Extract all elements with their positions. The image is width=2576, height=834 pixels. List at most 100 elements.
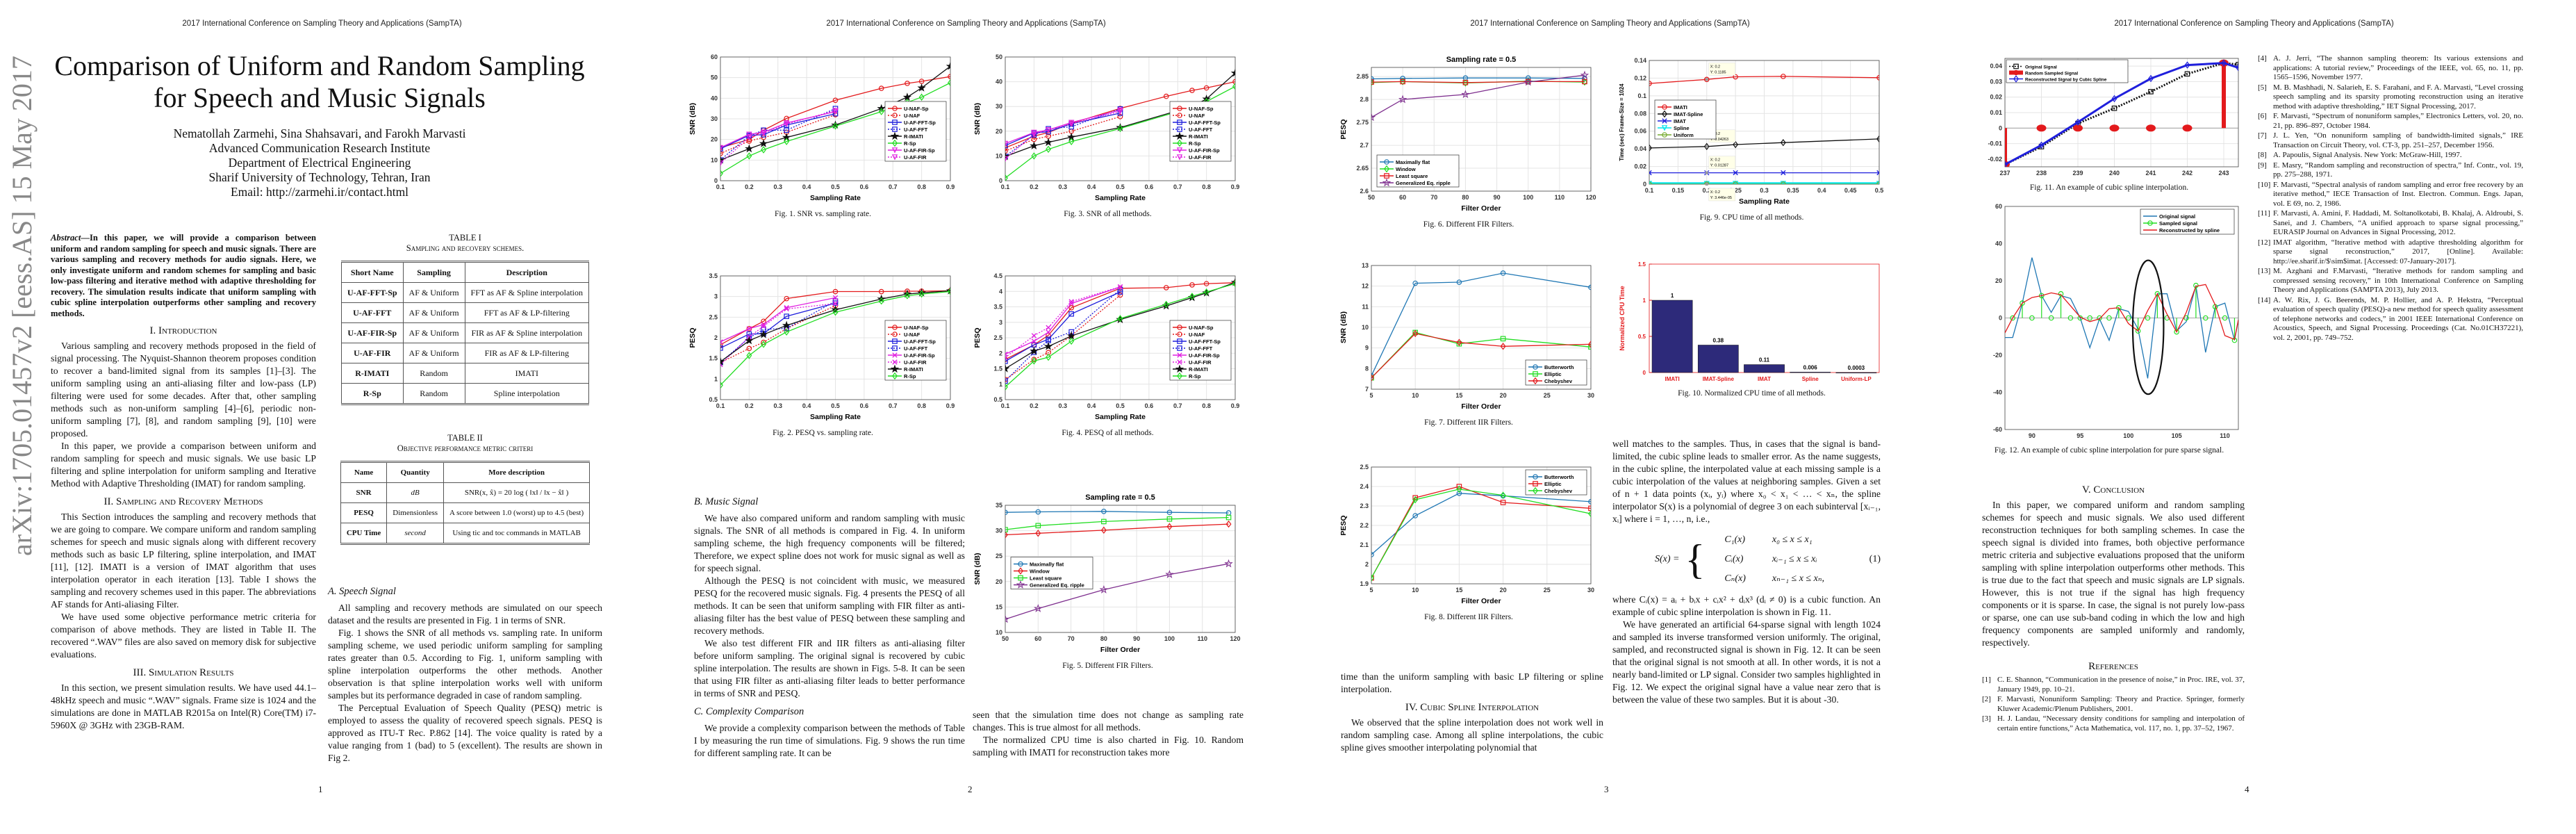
y-tick-label: 0.1 xyxy=(1637,92,1646,99)
x-category-label: IMATI xyxy=(1665,376,1680,382)
legend-item: IMATI xyxy=(1658,104,1687,111)
x-tick-label: 0.2 xyxy=(745,402,754,409)
legend-item: Uniform xyxy=(1658,132,1694,138)
series-elliptic xyxy=(1371,484,1591,581)
legend-marker xyxy=(1177,113,1182,118)
data-point-marker xyxy=(2038,141,2045,149)
stem-marker xyxy=(2036,124,2047,132)
x-tick-label: 100 xyxy=(2123,432,2133,439)
plot-frame xyxy=(1005,56,1236,181)
x-tick-label: 0.5 xyxy=(831,402,840,409)
legend-marker xyxy=(1177,345,1182,351)
running-head: 2017 International Conference on Samplin… xyxy=(1470,19,1750,28)
data-point-marker xyxy=(1456,484,1462,489)
y-tick-label: 10 xyxy=(711,156,718,163)
legend-item: IMAT-Spline xyxy=(1658,110,1703,118)
legend-marker xyxy=(1662,132,1667,138)
data-point-marker xyxy=(1371,574,1374,582)
x-tick-label: 0.9 xyxy=(946,402,955,409)
case-function: Cᵢ(x) xyxy=(1724,554,1744,564)
legend-label: U-AF-FIR xyxy=(904,154,927,161)
running-head: 2017 International Conference on Samplin… xyxy=(182,19,462,28)
page-1: 2017 International Conference on Samplin… xyxy=(0,0,644,834)
x-tick-label: 0.45 xyxy=(1844,187,1857,194)
plot-frame xyxy=(2004,58,2239,167)
reference-text: M. B. Mashhadi, N. Salarieh, E. S. Farah… xyxy=(2273,83,2523,111)
y-tick-label: 2 xyxy=(714,334,718,341)
series-line xyxy=(1371,332,1591,379)
data-point-marker xyxy=(746,326,752,332)
x-tick-label: 0.35 xyxy=(1787,187,1799,194)
equation-case: Cᵢ(x) xᵢ₋₁ ≤ x ≤ xᵢ xyxy=(1712,550,1837,569)
x-tick-label: 0.9 xyxy=(946,183,955,190)
legend-label: U-NAF xyxy=(904,332,920,338)
y-tick-label: 2.6 xyxy=(1360,188,1369,195)
legend-marker xyxy=(1533,364,1538,370)
equation-case: Cₙ(x) xₙ₋₁ ≤ x ≤ xₙ, xyxy=(1712,570,1837,588)
data-point-marker xyxy=(1046,329,1051,335)
legend-item: U-NAF-Sp xyxy=(888,325,929,331)
data-point-marker xyxy=(1203,281,1209,286)
y-tick-label: 20 xyxy=(1995,277,2002,284)
data-point-marker xyxy=(1166,516,1173,522)
datatip: X: 0.2Y: 0.01287 xyxy=(1708,156,1735,169)
stem-marker xyxy=(2174,329,2179,335)
legend-item: U-NAF-Sp xyxy=(1173,325,1214,331)
data-point-marker xyxy=(904,292,910,300)
data-point-marker xyxy=(2221,59,2227,67)
series-line xyxy=(1005,111,1121,160)
author-names: Nematollah Zarmehi, Sina Shahsavari, and… xyxy=(173,126,466,140)
series-line xyxy=(1005,289,1121,382)
reference-item: [6] F. Marvasti, “Spectrum of nonuniform … xyxy=(2258,112,2523,131)
case-function: Cₙ(x) xyxy=(1724,573,1746,584)
y-tick-label: 0 xyxy=(714,177,718,184)
bar xyxy=(1651,300,1693,373)
table-row: U-AF-FIR-Sp AF & Uniform FIR as AF & Splin… xyxy=(340,322,590,343)
table-row: U-AF-FFT AF & Uniform FFT as AF & LP-filte… xyxy=(340,302,590,323)
x-tick-label: 110 xyxy=(2220,432,2230,439)
legend-label: U-AF-FFT-Sp xyxy=(1189,120,1221,126)
data-point-marker xyxy=(1117,292,1123,298)
table-cell: R-IMATI xyxy=(340,363,404,384)
y-axis-label: PESQ xyxy=(688,327,697,348)
paragraph: We observed that the spline interpolatio… xyxy=(1341,717,1603,753)
plot-area xyxy=(1371,70,1590,122)
legend-item: U-NAF-Sp xyxy=(888,106,929,112)
table1-caption: TABLE I Sampling and recovery schemes. xyxy=(328,233,602,254)
y-tick-label: 2.5 xyxy=(709,313,718,320)
data-point-marker xyxy=(1224,559,1233,568)
data-point-marker xyxy=(1163,93,1169,99)
data-point-marker xyxy=(1117,315,1123,322)
x-tick-label: 0.4 xyxy=(1087,183,1096,190)
x-axis-label: Sampling Rate xyxy=(810,194,861,202)
data-point-marker xyxy=(1400,78,1406,85)
y-tick-label: 0.14 xyxy=(1634,57,1646,64)
data-point-marker xyxy=(761,323,766,329)
equation-cases: C₁(x) x₀ ≤ x ≤ x₁ Cᵢ(x) xᵢ₋₁ ≤ x ≤ xᵢ Cₙ(x) x… xyxy=(1710,530,1838,589)
data-point-marker xyxy=(832,111,839,117)
legend-item: R-IMATI xyxy=(888,364,923,373)
legend-label: R-IMATI xyxy=(1189,366,1208,373)
table-cell: PESQ xyxy=(340,502,388,523)
stem-marker xyxy=(2145,315,2151,321)
data-point-marker xyxy=(783,121,790,127)
paragraph: In this section, we present simulation r… xyxy=(51,682,316,730)
data-point-marker xyxy=(948,79,950,87)
x-tick-label: 0.1 xyxy=(1001,183,1010,190)
left-column: time than the uniform sampling with basi… xyxy=(1341,671,1603,754)
data-point-marker xyxy=(1163,285,1169,291)
data-point-marker xyxy=(720,151,723,156)
case-condition: xₙ₋₁ ≤ x ≤ xₙ, xyxy=(1772,573,1824,584)
legend-item: U-NAF xyxy=(1173,332,1205,338)
x-tick-label: 0.1 xyxy=(1645,187,1654,194)
y-tick-label: 7 xyxy=(1365,386,1369,393)
data-point-marker xyxy=(832,301,839,306)
table-row: R-Sp Random Spline interpolation xyxy=(340,383,590,404)
series-line xyxy=(2005,284,2238,341)
x-tick-label: 100 xyxy=(1523,194,1533,201)
x-tick-label: 90 xyxy=(1133,635,1140,642)
reference-number: [3] xyxy=(1982,714,1991,723)
y-axis-label: PESQ xyxy=(973,327,982,348)
data-point-marker xyxy=(1203,85,1209,91)
x-tick-label: 25 xyxy=(1544,392,1551,399)
